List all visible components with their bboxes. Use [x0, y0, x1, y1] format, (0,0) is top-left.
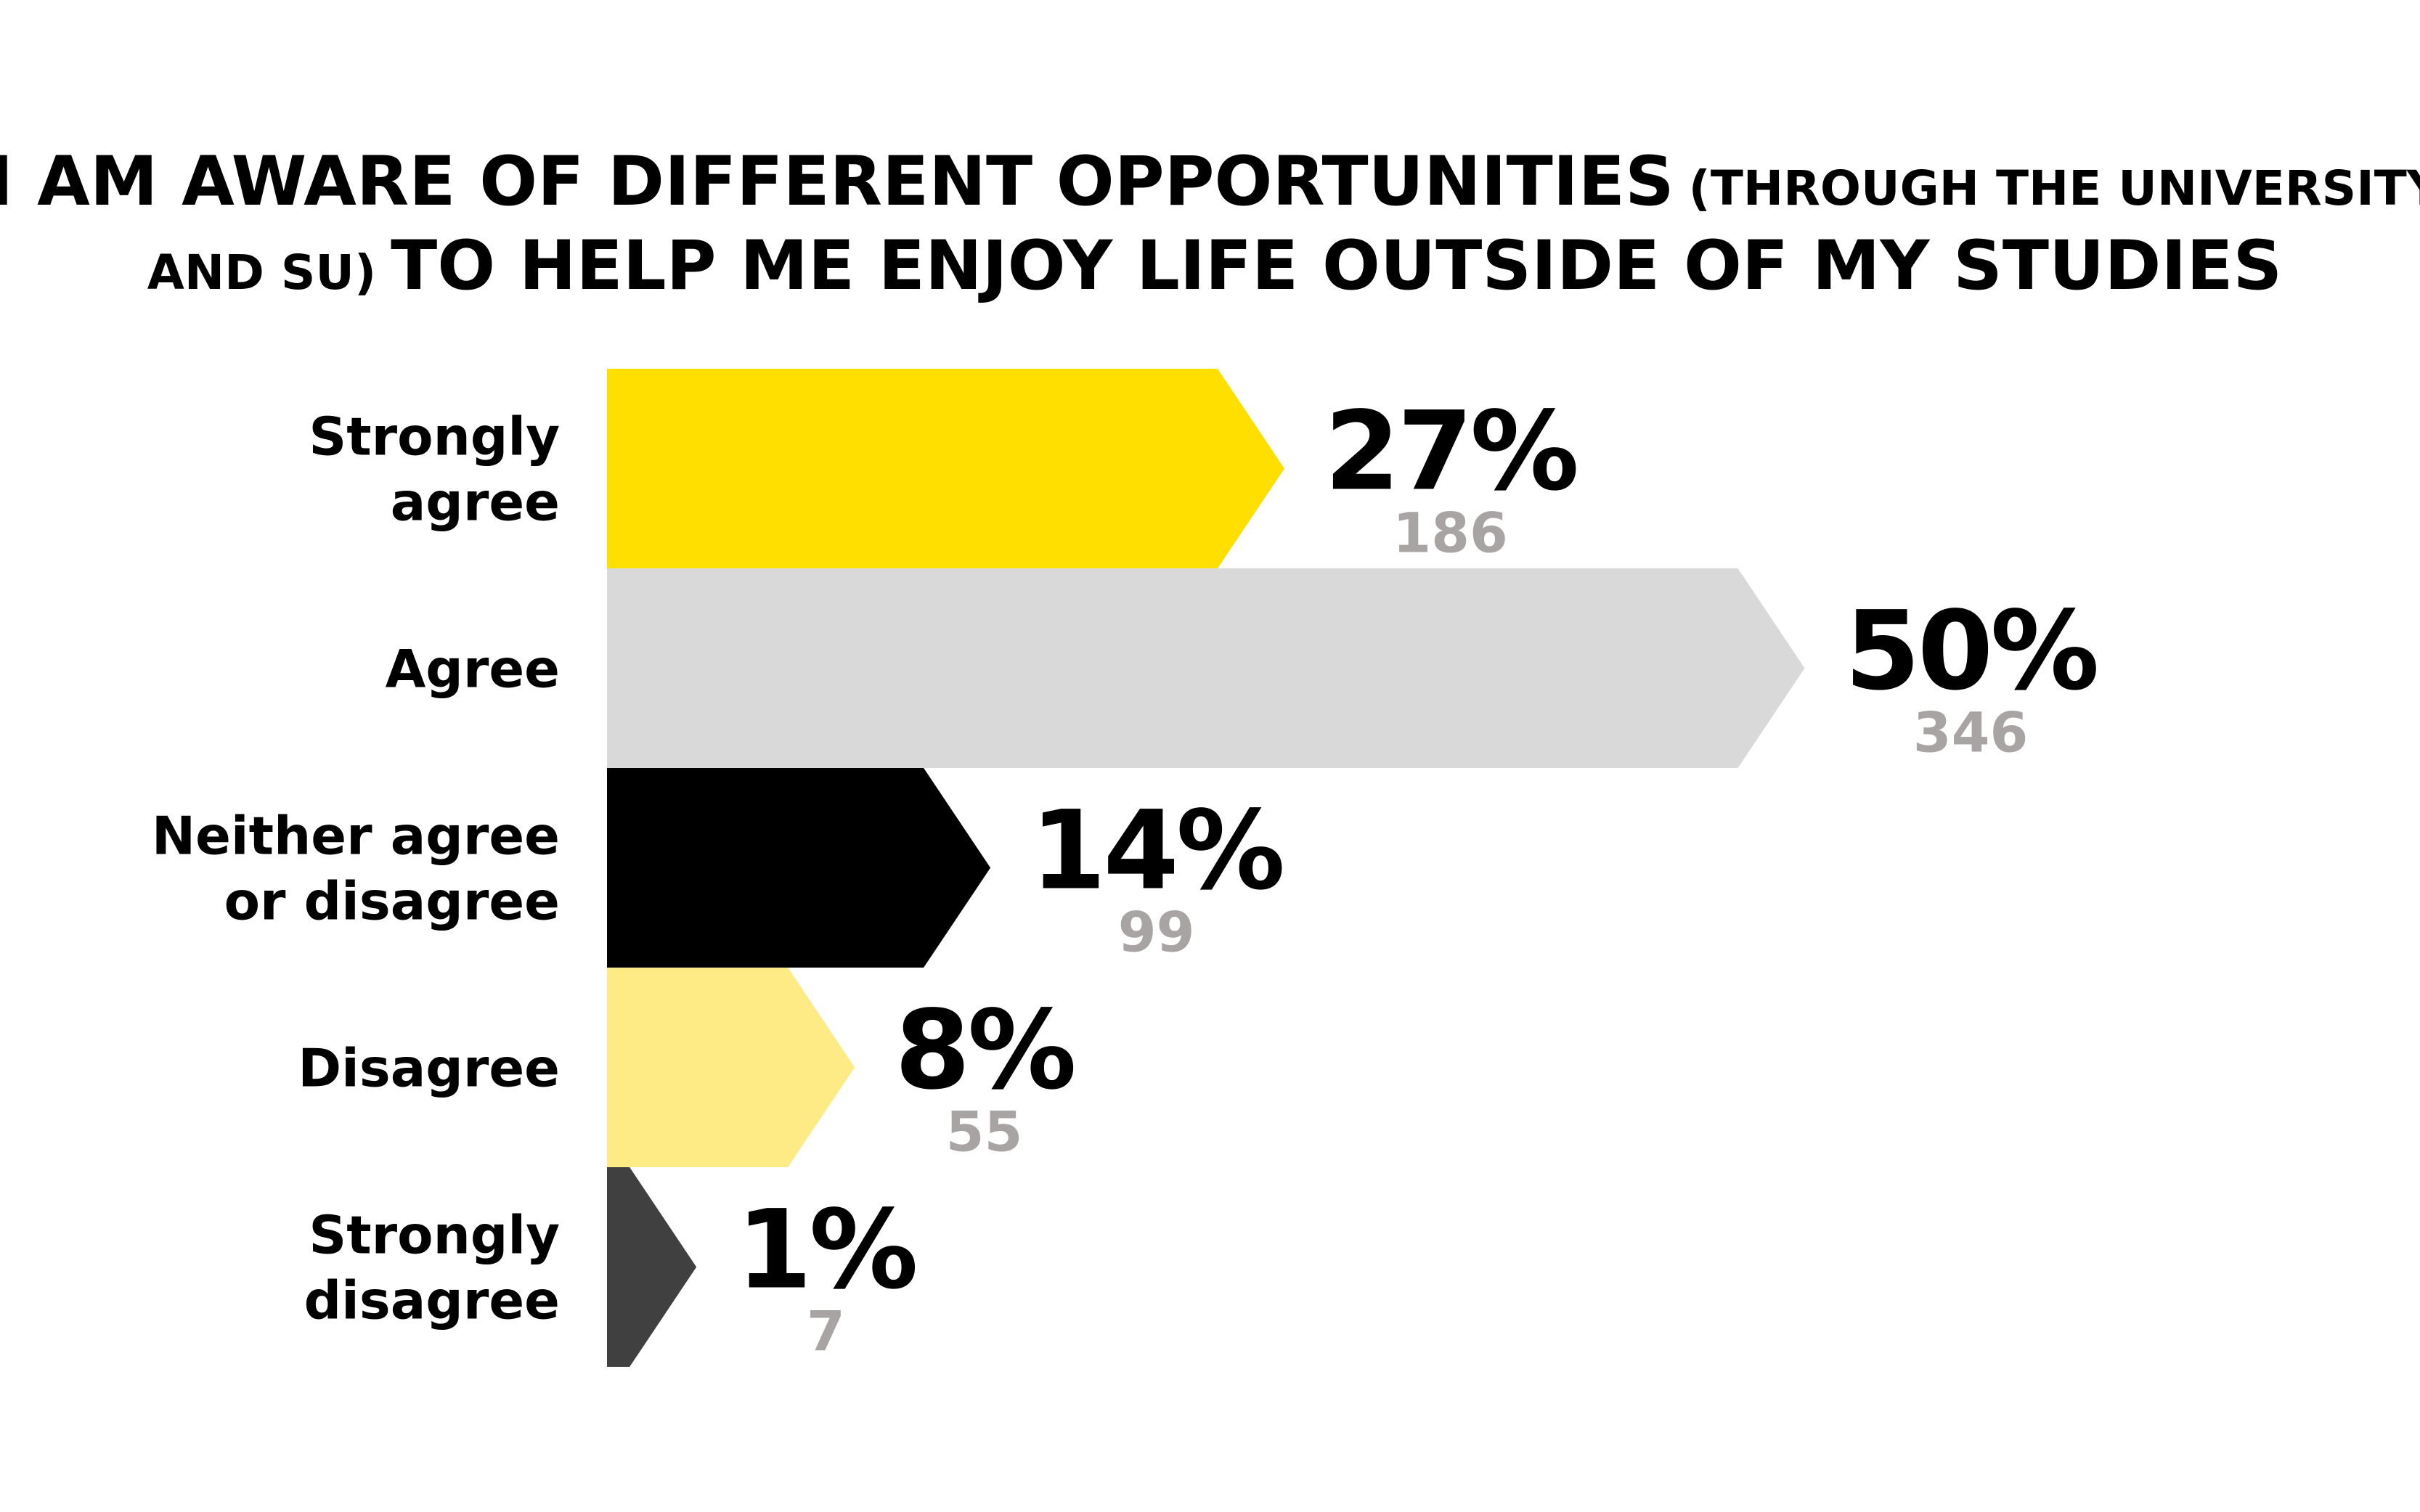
- title-line-2-sub: AND SU): [147, 245, 376, 301]
- count-label: 346: [1913, 700, 2029, 765]
- category-label: Strongly: [309, 1205, 560, 1266]
- value-label: 50%: [1845, 589, 2097, 715]
- count-label: 99: [1118, 900, 1195, 965]
- category-label: Strongly: [309, 406, 560, 467]
- value-label: 14%: [1030, 788, 1282, 915]
- value-label: 8%: [895, 988, 1074, 1114]
- category-label: Agree: [386, 639, 560, 700]
- category-label: agree: [391, 472, 560, 533]
- count-label: 55: [946, 1100, 1023, 1164]
- count-label: 186: [1393, 501, 1508, 565]
- title-line-1-sub: (THROUGH THE UNIVERSITY: [1689, 160, 2420, 216]
- value-label: 1%: [736, 1188, 916, 1314]
- category-label: Neither agree: [152, 806, 560, 867]
- bar-0: [607, 369, 1285, 568]
- value-label: 27%: [1324, 389, 1576, 515]
- chart-title-line-2: AND SU) TO HELP ME ENJOY LIFE OUTSIDE OF …: [147, 226, 2282, 306]
- count-label: 7: [807, 1299, 845, 1364]
- title-line-2-main: TO HELP ME ENJOY LIFE OUTSIDE OF MY STUD…: [391, 226, 2282, 306]
- title-line-1-main: I AM AWARE OF DIFFERENT OPPORTUNITIES: [0, 142, 1674, 221]
- chart-title-line-1: I AM AWARE OF DIFFERENT OPPORTUNITIES (TH…: [0, 142, 2420, 221]
- bar-1: [607, 568, 1805, 768]
- bar-4: [607, 1167, 697, 1367]
- category-label: or disagree: [224, 871, 560, 932]
- category-label: disagree: [304, 1270, 560, 1331]
- bar-2: [607, 768, 991, 968]
- category-label: Disagree: [298, 1038, 560, 1099]
- bar-3: [607, 968, 855, 1167]
